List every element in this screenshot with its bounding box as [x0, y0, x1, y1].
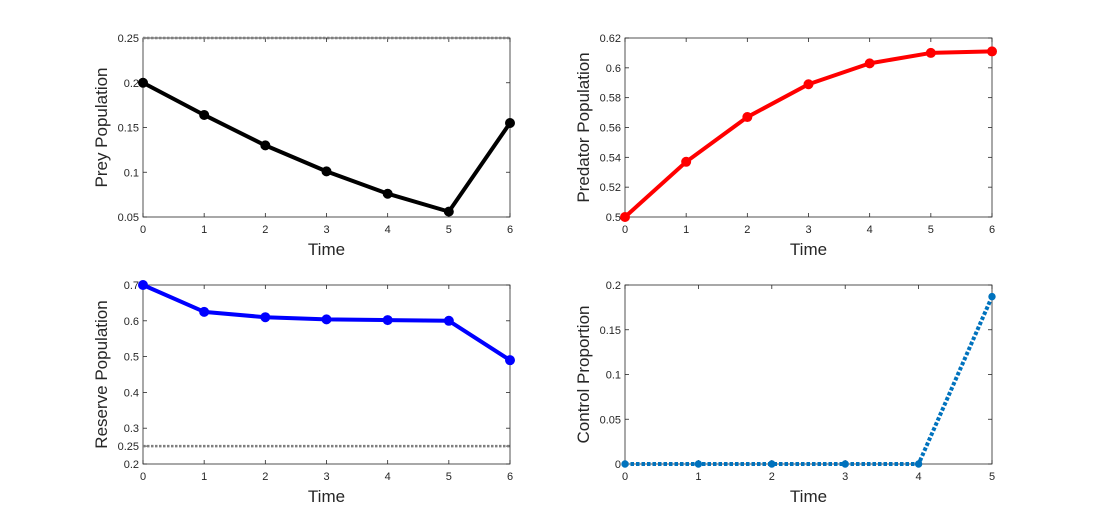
x-tick-label: 5 [446, 224, 452, 236]
x-tick-label: 5 [928, 224, 934, 236]
data-point [443, 315, 454, 326]
control-chart: 0 1 2 3 4 5 0 0.05 0.1 0.15 0.2 Time Control Proport… [574, 280, 996, 506]
x-tick-label: 1 [201, 471, 207, 483]
data-point [260, 312, 271, 323]
data-point [681, 156, 692, 167]
y-tick-label: 0.05 [600, 414, 621, 426]
data-point [694, 460, 703, 468]
x-tick-label: 3 [842, 471, 848, 483]
data-point [260, 140, 271, 151]
y-tick-label: 0.7 [124, 280, 139, 292]
y-tick-label: 0.2 [124, 78, 139, 90]
axes-box [624, 37, 993, 218]
x-tick-label: 4 [385, 471, 391, 483]
data-point [138, 77, 148, 88]
prey-chart: 0 1 2 3 4 5 6 0.05 0.1 0.15 0.2 0.25 Time Prey Popula… [92, 33, 515, 259]
data-point [914, 460, 923, 468]
y-tick-label: 0.05 [118, 212, 139, 224]
data-point [621, 460, 629, 468]
y-tick-label: 0.15 [600, 325, 621, 337]
reserve-chart: 0 1 2 3 4 5 6 0.2 0.25 0.3 0.4 0.5 0.6 0.7 Time Reserve… [92, 280, 515, 506]
axes-box [142, 37, 511, 218]
x-tick-label: 0 [622, 471, 628, 483]
data-point [841, 460, 849, 468]
x-tick-label: 2 [262, 224, 268, 236]
x-tick-label: 6 [507, 224, 513, 236]
x-tick-label: 3 [805, 224, 811, 236]
data-point [505, 118, 515, 129]
data-point [803, 79, 814, 90]
x-axis-label: Time [308, 240, 345, 259]
x-axis-label: Time [790, 240, 827, 259]
predator-chart: 0 1 2 3 4 5 6 0.5 0.52 0.54 0.56 0.58 0.6 0.62 Time Pre… [574, 33, 997, 259]
y-tick-label: 0.25 [118, 441, 139, 453]
x-tick-label: 5 [446, 471, 452, 483]
data-point [768, 460, 776, 468]
data-point [138, 280, 148, 290]
data-point [321, 166, 332, 177]
y-tick-label: 0.52 [600, 182, 621, 194]
y-tick-label: 0.5 [124, 352, 139, 364]
data-point [988, 292, 996, 301]
data-point [505, 355, 515, 366]
y-tick-label: 0.58 [600, 93, 621, 105]
x-tick-label: 6 [507, 471, 513, 483]
x-axis-label: Time [790, 487, 827, 506]
data-point [321, 314, 332, 325]
y-axis-label: Prey Population [92, 67, 111, 187]
y-tick-label: 0.25 [118, 33, 139, 45]
data-point [620, 212, 630, 222]
y-tick-label: 0.4 [124, 387, 139, 399]
x-tick-label: 4 [385, 224, 391, 236]
y-axis-label: Reserve Population [92, 300, 111, 448]
x-tick-label: 5 [989, 471, 995, 483]
y-tick-label: 0.54 [600, 152, 621, 164]
y-axis-label: Predator Population [574, 52, 593, 202]
data-point [199, 306, 210, 317]
y-tick-label: 0.1 [606, 370, 621, 382]
axes-box [142, 284, 511, 465]
x-tick-label: 2 [769, 471, 775, 483]
x-tick-label: 1 [683, 224, 689, 236]
x-tick-label: 1 [695, 471, 701, 483]
y-tick-label: 0.2 [606, 280, 621, 292]
x-tick-label: 3 [323, 224, 329, 236]
y-tick-label: 0 [615, 459, 621, 471]
y-tick-label: 0.2 [124, 459, 139, 471]
x-tick-label: 4 [916, 471, 922, 483]
axes-box [624, 284, 993, 465]
y-tick-label: 0.3 [124, 423, 139, 435]
x-tick-label: 0 [622, 224, 628, 236]
data-point [987, 46, 997, 57]
y-tick-label: 0.15 [118, 123, 139, 135]
x-axis-label: Time [308, 487, 345, 506]
y-tick-label: 0.6 [124, 316, 139, 328]
y-axis-label: Control Proportion [574, 306, 593, 444]
series-line [625, 295, 994, 466]
x-tick-label: 0 [140, 224, 146, 236]
x-tick-label: 2 [744, 224, 750, 236]
x-tick-label: 3 [323, 471, 329, 483]
x-tick-label: 2 [262, 471, 268, 483]
x-tick-label: 4 [867, 224, 873, 236]
y-tick-label: 0.56 [600, 123, 621, 135]
data-point [864, 58, 875, 69]
data-point [382, 315, 393, 326]
y-tick-label: 0.1 [124, 167, 139, 179]
data-point [742, 112, 753, 123]
data-point [443, 206, 454, 217]
y-tick-label: 0.5 [606, 212, 621, 224]
y-tick-label: 0.62 [600, 33, 621, 45]
x-tick-label: 6 [989, 224, 995, 236]
data-point [925, 47, 936, 58]
y-tick-label: 0.6 [606, 63, 621, 75]
x-tick-label: 1 [201, 224, 207, 236]
data-point [199, 109, 210, 120]
x-tick-label: 0 [140, 471, 146, 483]
data-point [382, 188, 393, 199]
